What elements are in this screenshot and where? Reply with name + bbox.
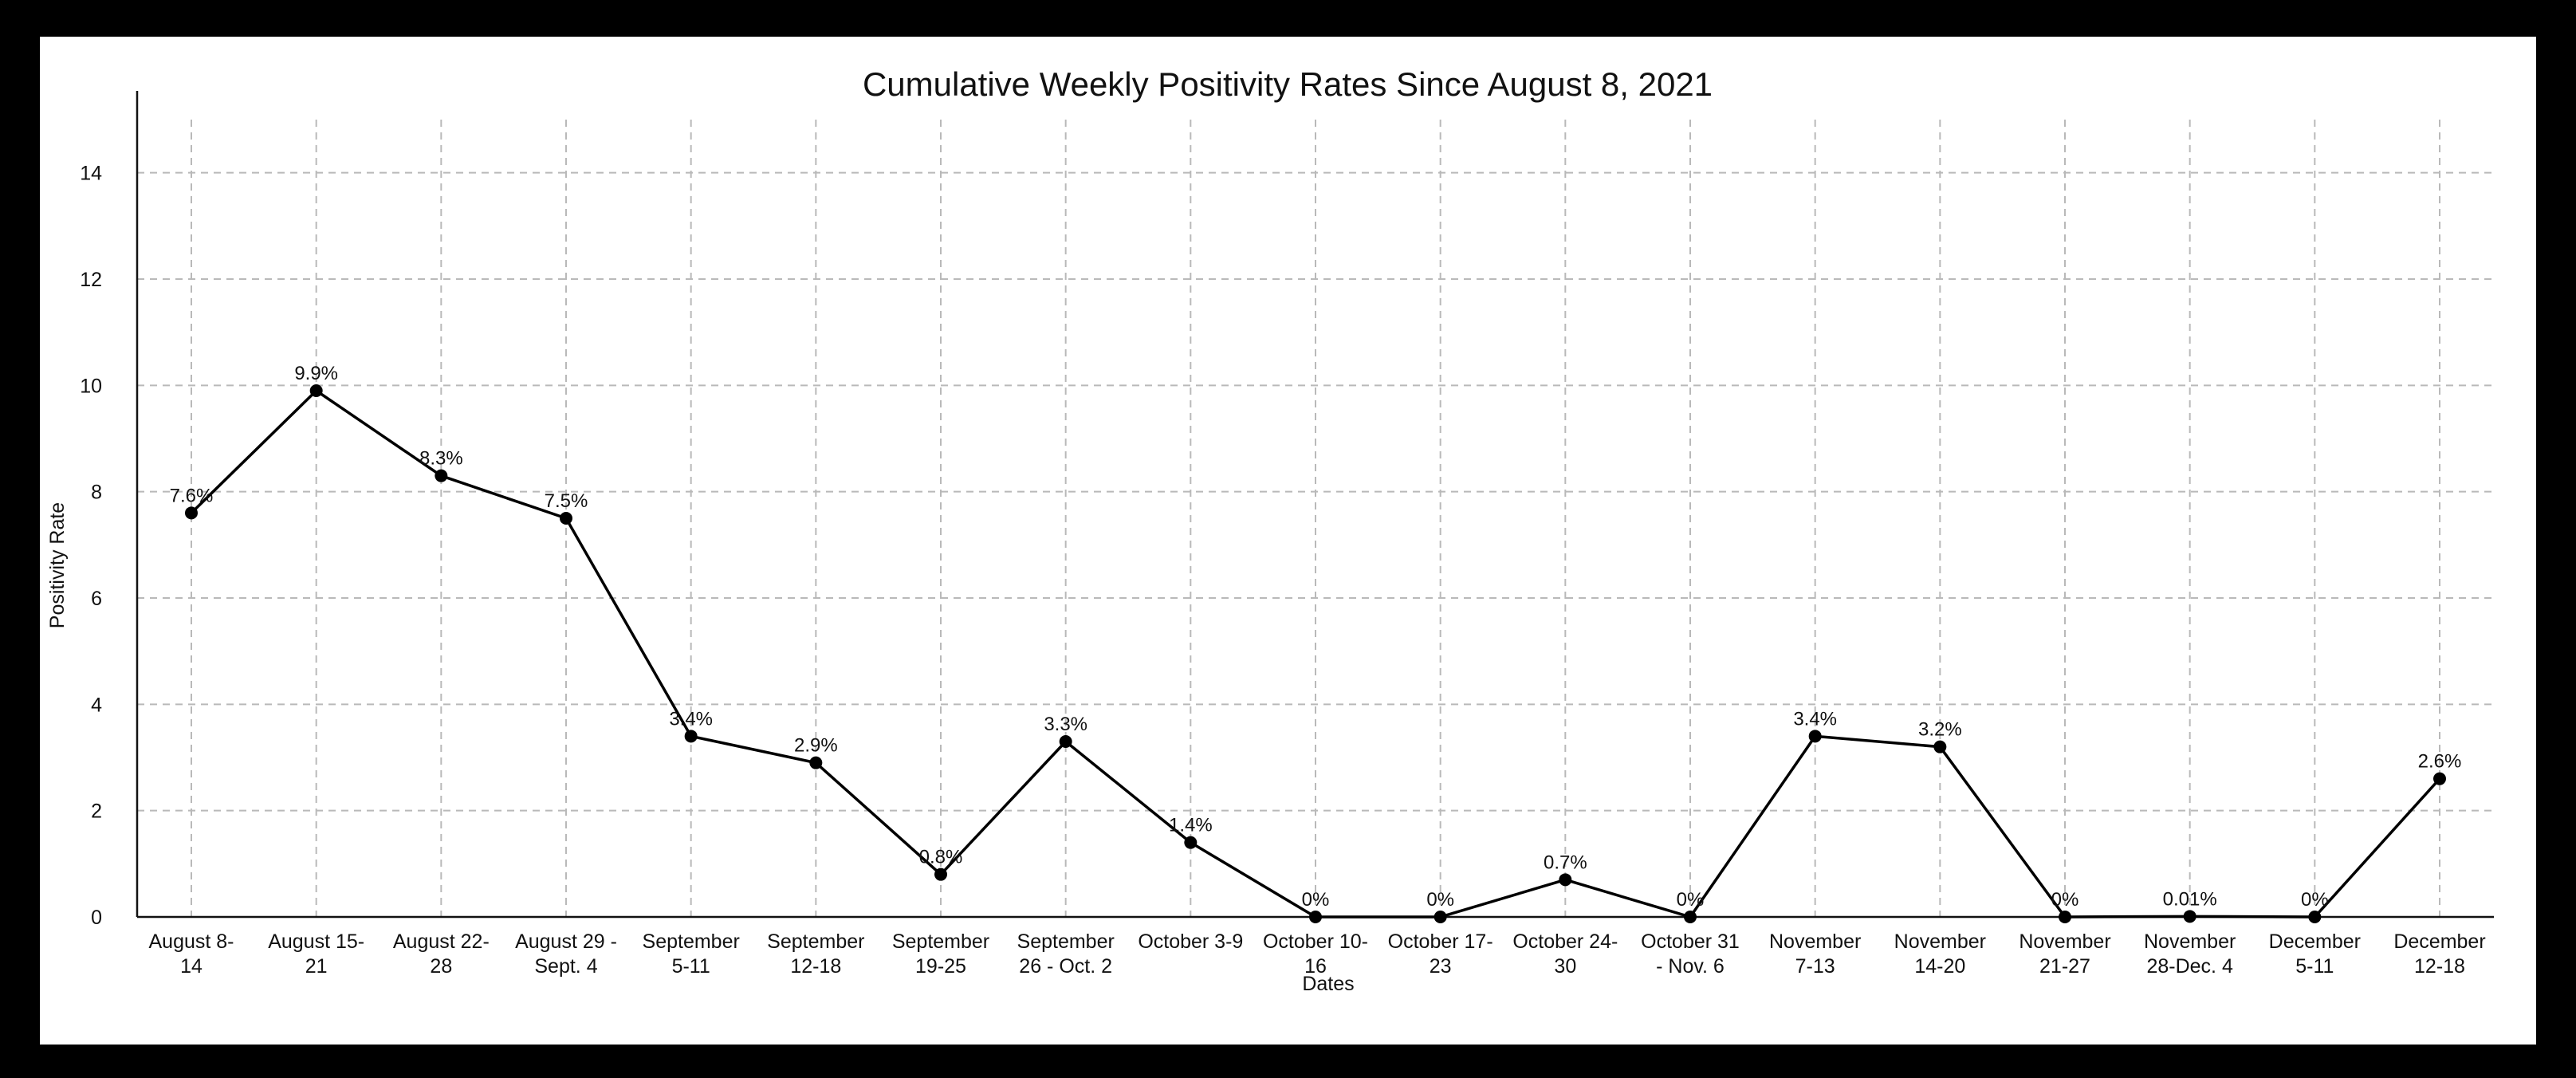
data-labels: 7.6% 9.9% 8.3% 7.5% 3.4% 2.9% 0.8% 3.3% 1.4% 0% 0%… [170,363,2462,911]
x-tick-label: November 21-27 [2019,930,2110,978]
data-point [684,730,698,743]
data-label: 8.3% [419,448,463,470]
data-point [1434,911,1447,923]
data-label: 2.6% [2418,751,2462,773]
data-label: 3.4% [1793,708,1837,730]
data-point [2308,911,2322,923]
x-tick-label: November 14-20 [1894,930,1986,978]
y-tick-label: 12 [80,269,102,291]
x-tick-label: August 8-14 [148,930,234,978]
data-label: 3.3% [1044,714,1087,735]
data-label: 9.9% [294,363,338,384]
data-point [1559,873,1572,887]
data-label: 0.7% [1544,852,1587,873]
y-tick-label: 0 [91,907,102,929]
x-tick-label: October 31- Nov. 6 [1641,930,1740,978]
data-label: 3.4% [669,708,713,730]
grid [137,120,2494,917]
x-tick-label: August 15-21 [268,930,364,978]
chart-title: Cumulative Weekly Positivity Rates Since… [863,65,1713,103]
data-label: 7.6% [170,485,214,506]
data-label: 2.9% [794,735,838,757]
data-label: 0% [1302,889,1330,911]
data-point [1309,911,1322,923]
x-tick-label: October 3-9 [1138,930,1243,953]
data-point [1808,730,1822,743]
x-tick-label: December 5-11 [2269,930,2361,978]
y-tick-label: 10 [80,375,102,397]
x-tick-label: September 5-11 [643,930,740,978]
data-points [185,384,2446,923]
data-point [560,512,572,525]
data-point [809,756,823,769]
data-label: 0% [1426,889,1454,911]
y-tick-label: 6 [91,588,102,610]
data-label: 0% [2301,889,2329,911]
y-axis-label: Positivity Rate [46,502,69,628]
x-tick-label: August 22-28 [393,930,490,978]
data-point [2183,910,2196,923]
data-point [934,868,947,881]
tick-labels: 0 2 4 6 8 10 12 14 August 8-14 August 15-21 August… [80,163,2485,978]
data-point [185,506,198,520]
data-point [1933,740,1947,753]
chart-panel: Cumulative Weekly Positivity Rates Since… [40,37,2536,1045]
data-point [2433,772,2446,785]
data-label: 3.2% [1918,719,1962,741]
data-label: 7.5% [545,490,588,512]
x-tick-label: September 26 - Oct. 2 [1017,930,1115,978]
y-tick-label: 8 [91,482,102,504]
data-point [1684,911,1697,923]
x-tick-label: October 17-23 [1388,930,1493,978]
x-tick-label: October 24-30 [1512,930,1618,978]
y-tick-label: 2 [91,801,102,823]
data-label: 0.8% [919,847,963,868]
x-tick-label: September 12-18 [767,930,864,978]
data-point [2059,911,2071,923]
x-tick-label: November 7-13 [1769,930,1861,978]
y-tick-label: 4 [91,694,102,716]
data-label: 0.01% [2163,888,2217,910]
data-label: 0% [1677,889,1705,911]
x-tick-label: October 10-16 [1263,930,1368,978]
data-label: 0% [2051,889,2079,911]
data-point [1059,735,1072,748]
data-point [1184,836,1198,849]
x-tick-label: November 28-Dec. 4 [2144,930,2236,978]
x-tick-label: December 12-18 [2393,930,2485,978]
data-label: 1.4% [1169,815,1213,836]
x-axis-label: Dates [1302,973,1354,995]
x-tick-label: September 19-25 [892,930,989,978]
data-point [309,384,323,397]
x-tick-label: August 29 -Sept. 4 [515,930,617,978]
line-chart: Cumulative Weekly Positivity Rates Since… [46,65,2494,995]
y-tick-label: 14 [80,163,102,185]
outer-frame: Cumulative Weekly Positivity Rates Since… [13,18,2562,1064]
data-point [435,469,448,482]
